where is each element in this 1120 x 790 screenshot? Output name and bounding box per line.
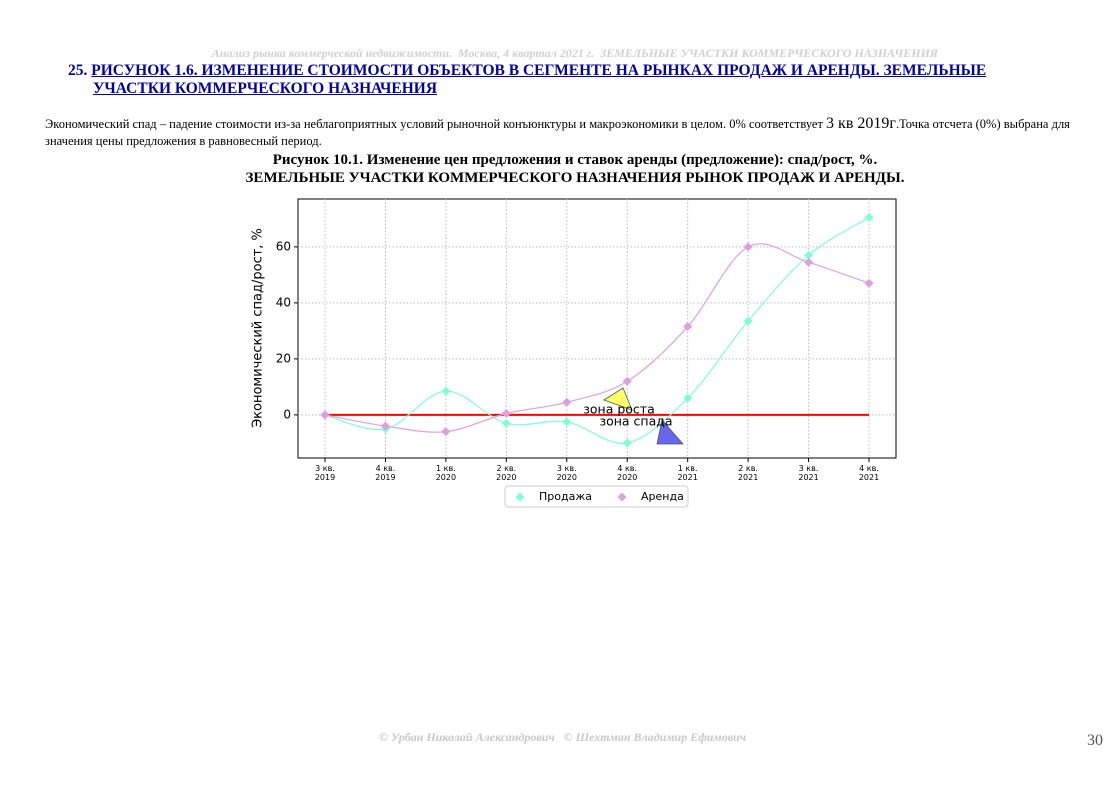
x-tick-label-box: 4 кв. 2021 <box>858 464 880 482</box>
annotation-text: зона спада <box>599 414 672 429</box>
running-title: Анализ рынка коммерческой недвижимости. … <box>211 46 939 60</box>
data-point <box>441 386 451 396</box>
chart: Экономический спад/рост, % 0 20 40 60 3 кв. … <box>251 198 897 508</box>
data-point <box>622 438 632 448</box>
data-point <box>380 421 390 431</box>
legend-label: Аренда <box>641 490 684 503</box>
x-tick-label-box: 4 кв. 2020 <box>617 464 638 482</box>
legend-box <box>504 485 689 508</box>
legend-marker <box>515 492 525 502</box>
data-point <box>804 257 814 267</box>
x-tick-label: 4 кв. 2020 <box>617 464 638 482</box>
x-tick-label-box: 1 кв. 2021 <box>677 464 698 482</box>
data-point <box>683 322 693 332</box>
plot-area <box>297 198 897 459</box>
x-tick-label: 3 кв. 2021 <box>798 464 819 482</box>
section-heading: 25. РИСУНОК 1.6. ИЗМЕНЕНИЕ СТОИМОСТИ ОБЪ… <box>68 62 1053 98</box>
legend-marker <box>617 492 627 502</box>
legend-label: Продажа <box>539 490 592 503</box>
text: 3 кв 2019г <box>826 115 896 132</box>
x-tick-label: 1 кв. 2020 <box>435 464 457 482</box>
caption-line: Рисунок 10.1. Изменение цен предложения … <box>272 152 878 168</box>
x-tick-label-box: 4 кв. 2019 <box>375 464 396 482</box>
y-axis-label: Экономический спад/рост, % <box>251 228 266 428</box>
data-point <box>743 242 753 252</box>
annotation-arrow <box>603 387 633 411</box>
x-tick-label-box: 2 кв. 2021 <box>737 464 759 482</box>
annotation-text: зона роста <box>583 402 655 417</box>
page-number: 30 <box>1087 732 1103 749</box>
data-point <box>562 397 572 407</box>
data-point <box>441 427 451 437</box>
x-tick-label: 3 кв. 2019 <box>314 464 336 482</box>
x-tick-label-box: 3 кв. 2019 <box>314 464 336 482</box>
x-tick-label-box: 3 кв. 2021 <box>798 464 819 482</box>
y-tick-label: 0 <box>283 407 291 421</box>
data-point <box>743 316 753 326</box>
x-tick-label-box: 3 кв. 2020 <box>556 464 577 482</box>
text: .Точка отсчета (0%) выбрана для значения… <box>45 117 1070 148</box>
x-tick-label-box: 1 кв. 2020 <box>435 464 457 482</box>
paragraph: Экономический спад – падение стоимости и… <box>45 115 1085 150</box>
y-tick-label: 20 <box>276 351 291 365</box>
data-point <box>683 393 693 403</box>
x-tick-label: 4 кв. 2021 <box>858 464 880 482</box>
data-point <box>864 278 874 288</box>
x-tick-label: 4 кв. 2019 <box>375 464 396 482</box>
data-point <box>804 250 814 260</box>
caption-line: ЗЕМЕЛЬНЫЕ УЧАСТКИ КОММЕРЧЕСКОГО НАЗНАЧЕН… <box>245 170 905 186</box>
data-point <box>562 417 572 427</box>
figure-caption: Рисунок 10.1. Изменение цен предложения … <box>60 151 1090 187</box>
annotation-arrow <box>656 419 684 445</box>
y-tick-label: 60 <box>276 239 291 253</box>
data-point <box>501 418 511 428</box>
section-title[interactable]: РИСУНОК 1.6. ИЗМЕНЕНИЕ СТОИМОСТИ ОБЪЕКТО… <box>91 62 987 97</box>
section-number: 25. <box>68 62 88 79</box>
data-point <box>501 408 511 418</box>
data-point <box>320 410 330 420</box>
x-tick-label: 2 кв. 2021 <box>737 464 759 482</box>
series-line <box>324 216 870 444</box>
x-tick-label: 2 кв. 2020 <box>496 464 517 482</box>
text: Экономический спад – падение стоимости и… <box>45 117 827 131</box>
y-tick-label: 40 <box>276 295 291 309</box>
x-tick-label-box: 2 кв. 2020 <box>496 464 517 482</box>
data-point <box>622 376 632 386</box>
data-point <box>864 212 874 222</box>
series-line <box>324 243 870 433</box>
x-tick-label: 1 кв. 2021 <box>677 464 698 482</box>
footer-authors: © Урбан Николай Александрович © Шехтман … <box>378 730 747 744</box>
x-tick-label: 3 кв. 2020 <box>556 464 577 482</box>
